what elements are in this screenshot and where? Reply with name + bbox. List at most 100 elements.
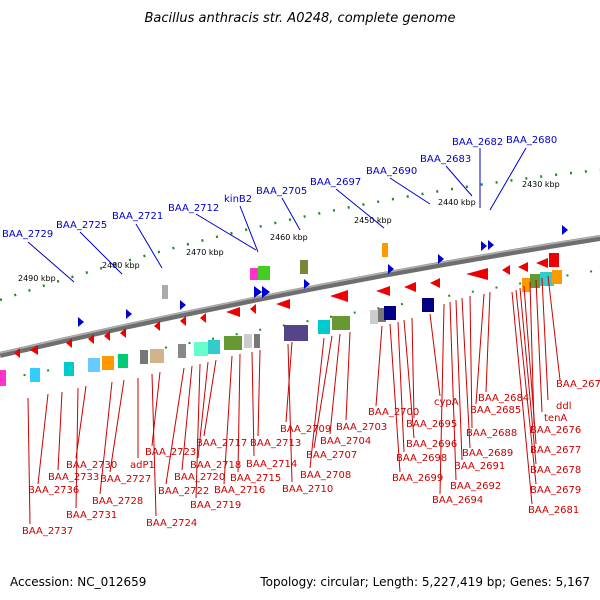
reverse-gene[interactable] [502,265,510,275]
gene-label[interactable]: BAA_2717 [196,438,247,449]
gene-label[interactable]: BAA_2697 [310,177,361,188]
reverse-gene[interactable] [466,268,488,280]
gene-label[interactable]: BAA_2720 [174,472,225,483]
gene-label[interactable]: BAA_2715 [230,473,281,484]
forward-gene[interactable] [262,286,270,298]
gene-label[interactable]: kinB2 [224,194,252,205]
forward-gene[interactable] [562,225,568,235]
label-connector [375,325,383,407]
forward-gene[interactable] [438,254,444,264]
gene-label[interactable]: BAA_2721 [112,211,163,222]
reverse-gene[interactable] [66,338,72,348]
gene-label[interactable]: BAA_2681 [528,505,579,516]
gene-label[interactable]: BAA_2690 [366,166,417,177]
gene-label[interactable]: BAA_2676 [530,425,581,436]
gene-label[interactable]: BAA_2695 [406,419,457,430]
gene-label[interactable]: BAA_2685 [470,405,521,416]
reverse-gene[interactable] [226,307,240,317]
reverse-gene[interactable] [404,282,416,292]
forward-gene[interactable] [126,309,132,319]
gene-label[interactable]: BAA_2700 [368,407,419,418]
map-title: Bacillus anthracis str. A0248, complete … [144,11,455,26]
reverse-gene-labels: BAA_2672 ddl tenA BAA_2676 BAA_2677 BAA_… [22,379,600,537]
gene-label[interactable]: BAA_2705 [256,186,307,197]
reverse-gene[interactable] [518,262,528,272]
gene-label[interactable]: BAA_2679 [530,485,581,496]
forward-gene[interactable] [254,286,262,298]
reverse-gene[interactable] [250,304,256,314]
gene-label[interactable]: BAA_2698 [396,453,447,464]
forward-gene[interactable] [180,300,186,310]
gene-label[interactable]: BAA_2719 [190,500,241,511]
gene-label[interactable]: BAA_2733 [48,472,99,483]
reverse-gene[interactable] [376,286,390,296]
gene-label[interactable]: BAA_2718 [190,460,241,471]
forward-gene[interactable] [78,317,84,327]
gene-label[interactable]: BAA_2694 [432,495,483,506]
gene-label[interactable]: BAA_2737 [22,526,73,537]
gene-label[interactable]: BAA_2683 [420,154,471,165]
label-connector [455,299,463,461]
reverse-gene[interactable] [88,334,94,344]
gene-label[interactable]: BAA_2713 [250,438,301,449]
gene-label[interactable]: BAA_2736 [28,485,79,496]
gene-label[interactable]: BAA_2672 [556,379,600,390]
gene-label[interactable]: BAA_2703 [336,422,387,433]
reverse-gene[interactable] [180,316,186,326]
gene-label[interactable]: BAA_2725 [56,220,107,231]
reverse-gene[interactable] [200,313,206,323]
gene-label[interactable]: BAA_2707 [306,450,357,461]
gene-label[interactable]: ddl [556,401,571,412]
gene-label[interactable]: BAA_2722 [158,486,209,497]
gene-label[interactable]: tenA [544,413,567,424]
forward-gene[interactable] [481,241,487,251]
genome-backbone-highlight [0,235,600,354]
gene-label[interactable]: BAA_2692 [450,481,501,492]
gene-label[interactable]: BAA_2688 [466,428,517,439]
forward-gene[interactable] [304,279,310,289]
label-connector [389,323,401,473]
gene-label[interactable]: BAA_2682 [452,137,503,148]
gene-label[interactable]: BAA_2709 [280,424,331,435]
gene-label[interactable]: BAA_2729 [2,229,53,240]
gene-label[interactable]: BAA_2716 [214,485,265,496]
gene-label[interactable]: BAA_2728 [92,496,143,507]
reverse-gene[interactable] [549,253,559,267]
gene-label[interactable]: BAA_2714 [246,459,297,470]
forward-gene[interactable] [488,240,494,250]
gene-label[interactable]: BAA_2678 [530,465,581,476]
gene-label[interactable]: BAA_2723 [145,447,196,458]
label-connector [511,291,533,505]
gene-label[interactable]: BAA_2691 [454,461,505,472]
reverse-gene[interactable] [30,345,38,355]
gene-label[interactable]: adP1 [130,460,155,471]
gene-label[interactable]: BAA_2710 [282,484,333,495]
gene-label[interactable]: BAA_2677 [530,445,581,456]
forward-gene[interactable] [388,264,394,274]
gene-label[interactable]: BAA_2689 [462,448,513,459]
reverse-gene[interactable] [330,290,348,302]
gene-label[interactable]: BAA_2704 [320,436,371,447]
gene-label[interactable]: BAA_2731 [66,510,117,521]
gene-label[interactable]: BAA_2684 [478,393,529,404]
gene-label[interactable]: BAA_2696 [406,439,457,450]
reverse-gene[interactable] [14,348,20,358]
gene-label[interactable]: BAA_2727 [100,474,151,485]
reverse-gene[interactable] [536,258,548,268]
gene-label[interactable]: BAA_2724 [146,518,197,529]
gene-label[interactable]: BAA_2680 [506,135,557,146]
reverse-gene[interactable] [430,278,440,288]
feature-block [254,334,260,348]
gene-label[interactable]: BAA_2712 [168,203,219,214]
reverse-gene[interactable] [276,299,290,309]
gene-label[interactable]: cypA [434,397,459,408]
reverse-gene[interactable] [104,331,110,341]
reverse-gene[interactable] [154,321,160,331]
kbp-label: 2470 kbp [186,248,224,257]
gene-label[interactable]: BAA_2699 [392,473,443,484]
reverse-gene[interactable] [120,328,126,338]
gene-label[interactable]: BAA_2708 [300,470,351,481]
gene-label[interactable]: BAA_2730 [66,460,117,471]
label-connector [445,165,473,197]
